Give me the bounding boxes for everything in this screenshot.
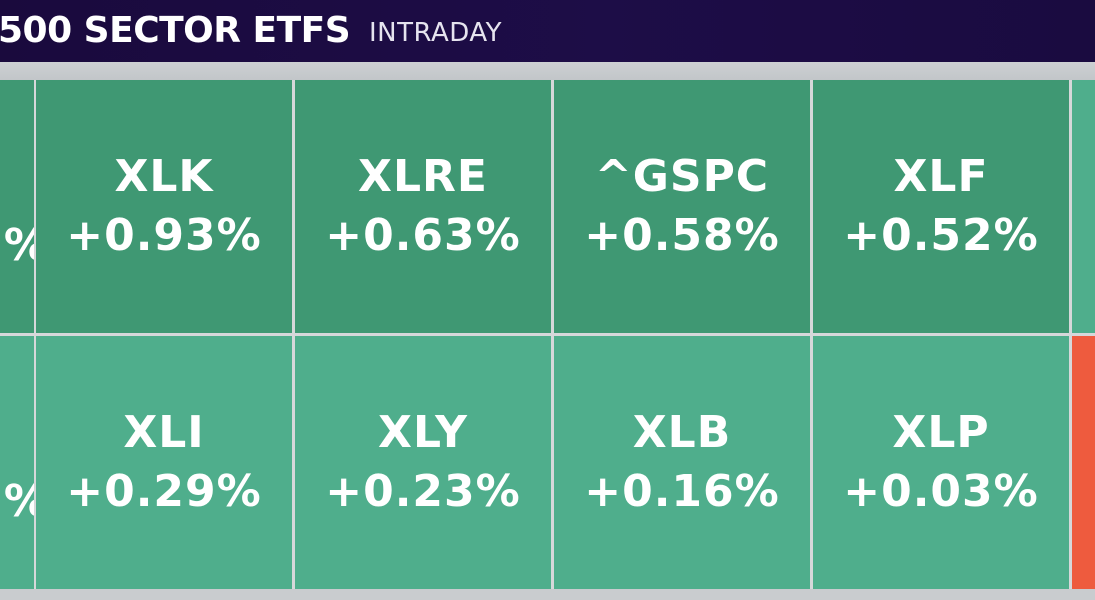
tile-partial-right-row2[interactable] <box>1072 336 1095 589</box>
tile-ticker: ^GSPC <box>594 150 770 202</box>
tile-ticker: XLP <box>892 406 990 458</box>
tile-xly[interactable]: XLY +0.23% <box>295 336 551 589</box>
tile-ticker: XLB <box>632 406 732 458</box>
tile-ticker: XLK <box>114 150 214 202</box>
tile-ticker: XLI <box>123 406 205 458</box>
tile-change: +0.93% <box>66 209 262 261</box>
tile-partial-change: % <box>4 220 34 271</box>
tile-change: +0.29% <box>66 465 262 517</box>
tile-xlk[interactable]: XLK +0.93% <box>36 80 292 333</box>
tile-change: +0.58% <box>584 209 780 261</box>
bottom-border <box>0 589 1095 600</box>
header-divider-bar <box>0 62 1095 80</box>
tile-gspc[interactable]: ^GSPC +0.58% <box>554 80 810 333</box>
page-subtitle: INTRADAY <box>369 18 503 48</box>
tile-ticker: XLRE <box>358 150 488 202</box>
tile-xlre[interactable]: XLRE +0.63% <box>295 80 551 333</box>
tile-xli[interactable]: XLI +0.29% <box>36 336 292 589</box>
tile-ticker: XLY <box>378 406 468 458</box>
tile-xlb[interactable]: XLB +0.16% <box>554 336 810 589</box>
tile-change: +0.16% <box>584 465 780 517</box>
sector-heatmap: % XLK +0.93% XLRE +0.63% ^GSPC +0.58% XL… <box>0 80 1095 600</box>
tile-change: +0.52% <box>843 209 1039 261</box>
tile-change: +0.63% <box>325 209 521 261</box>
tile-partial-left-row1[interactable]: % <box>0 80 34 333</box>
tile-change: +0.23% <box>325 465 521 517</box>
tile-partial-change: % <box>4 476 34 527</box>
tile-change: +0.03% <box>843 465 1039 517</box>
tile-ticker: XLF <box>893 150 989 202</box>
tile-partial-left-row2[interactable]: % <box>0 336 34 589</box>
page-title: 500 SECTOR ETFS <box>0 10 351 51</box>
tile-xlf[interactable]: XLF +0.52% <box>813 80 1069 333</box>
header-banner: 500 SECTOR ETFS INTRADAY <box>0 0 1095 62</box>
tile-partial-right-row1[interactable] <box>1072 80 1095 333</box>
tile-xlp[interactable]: XLP +0.03% <box>813 336 1069 589</box>
